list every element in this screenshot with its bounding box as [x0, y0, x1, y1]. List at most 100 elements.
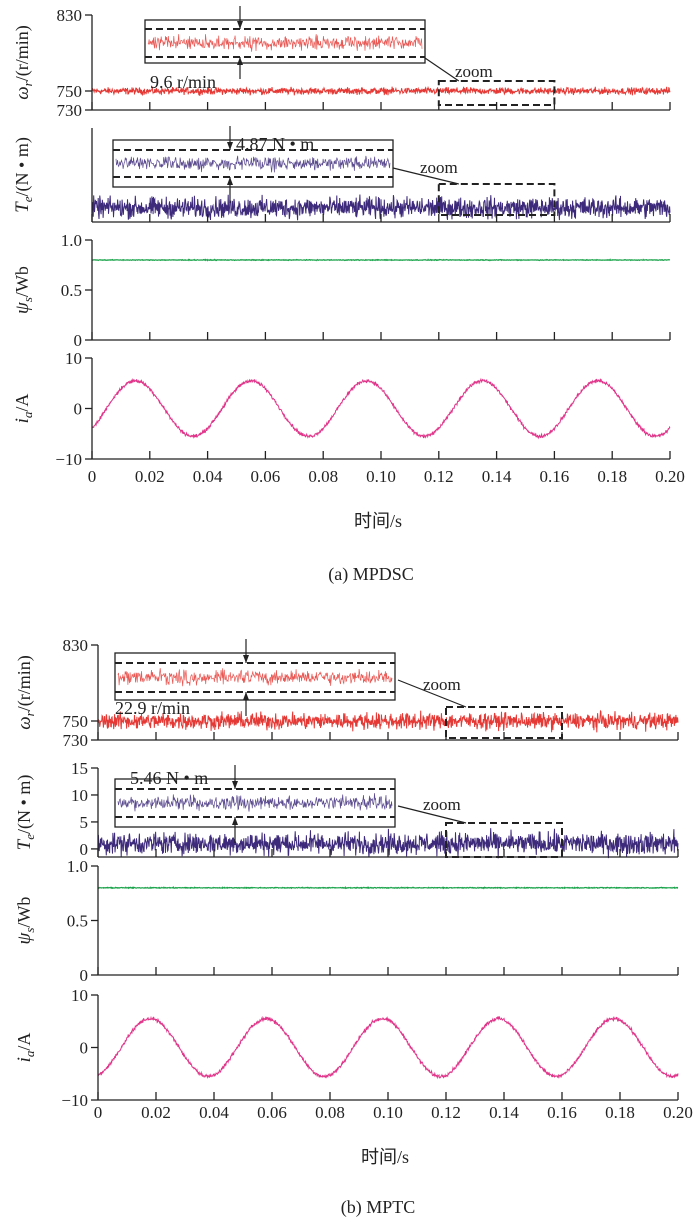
y-tick-label: 730 — [57, 101, 83, 120]
zoom-inset-speed: 9.6 r/min zoom — [144, 6, 556, 106]
y-label-symbol: ω — [12, 86, 33, 99]
y-label-unit: /A — [12, 394, 32, 412]
y-axis-label: ia/A — [12, 394, 35, 424]
x-tick-label: 0.14 — [489, 1103, 519, 1122]
y-label-symbol: i — [14, 1057, 35, 1062]
y-tick-label: 0 — [74, 331, 83, 350]
x-tick-label: 0.04 — [199, 1103, 229, 1122]
y-axis-label: ia/A — [14, 1033, 37, 1063]
panel-current: −10 0 10 ia/A — [12, 349, 671, 469]
zoom-connector — [397, 679, 467, 708]
panel-torque: Te/(N • m) 4.87 N • m zoom — [12, 126, 671, 223]
inset-series-line — [117, 668, 393, 687]
y-label-subscript: r — [20, 80, 35, 86]
arrow-up-icon — [237, 57, 243, 65]
x-tick-label: 0.18 — [597, 467, 627, 486]
arrow-down-icon — [227, 142, 233, 150]
zoom-inset-torque: 5.46 N • m zoom — [114, 765, 563, 858]
x-tick-label: 0.18 — [605, 1103, 635, 1122]
x-tick-label: 0.16 — [547, 1103, 577, 1122]
inset-series-line — [117, 793, 393, 812]
y-tick-label: 0 — [74, 400, 83, 419]
x-tick-label: 0.10 — [366, 467, 396, 486]
y-tick-label: 830 — [63, 636, 89, 655]
zoom-inset-speed: 22.9 r/min zoom — [114, 639, 563, 739]
subfigure-caption: (a) MPDSC — [328, 564, 414, 585]
y-tick-label: 0 — [80, 840, 89, 859]
y-label-subscript: s — [22, 928, 37, 933]
arrow-up-icon — [232, 817, 238, 825]
y-label-symbol: T — [12, 201, 33, 213]
y-tick-label: 0.5 — [61, 281, 82, 300]
series-line-speed — [91, 85, 671, 97]
ripple-label: 4.87 N • m — [236, 134, 314, 154]
panel-flux: 0 0.5 1.0 ψs/Wb — [14, 857, 679, 985]
inset-series-line — [115, 155, 391, 173]
zoom-region — [445, 822, 563, 858]
x-tick-label: 0.14 — [482, 467, 512, 486]
y-label-symbol: ψ — [14, 931, 35, 944]
arrow-down-icon — [243, 655, 249, 663]
y-label-unit: /A — [14, 1033, 34, 1051]
x-tick-label: 0.04 — [193, 467, 223, 486]
x-tick-label: 0 — [94, 1103, 103, 1122]
y-label-unit: /(N • m) — [12, 137, 33, 196]
x-tick-label: 0.06 — [257, 1103, 287, 1122]
x-tick-label: 0.06 — [251, 467, 281, 486]
ripple-label: 9.6 r/min — [150, 72, 216, 92]
panel-current: −10 0 10 ia/A — [14, 986, 679, 1110]
x-tick-label: 0.08 — [308, 467, 338, 486]
x-tick-label: 0.02 — [135, 467, 165, 486]
y-tick-label: 0 — [80, 966, 89, 985]
zoom-region — [437, 80, 556, 106]
inset-series-line — [147, 34, 423, 52]
y-tick-label: 830 — [57, 6, 83, 25]
series-line-current — [97, 1015, 679, 1080]
zoom-region — [445, 706, 563, 739]
zoom-connector — [397, 805, 467, 824]
y-tick-label: −10 — [61, 1091, 88, 1110]
series-line-speed — [97, 709, 679, 733]
y-label-symbol: ψ — [12, 301, 33, 314]
y-axis-label: ωr/(r/min) — [14, 655, 37, 729]
x-tick-label: 0.20 — [663, 1103, 693, 1122]
x-tick-label: 0.12 — [424, 467, 454, 486]
series-line-flux — [97, 885, 679, 890]
panel-flux: 0 0.5 1.0 ψs/Wb — [12, 231, 671, 350]
y-tick-label: −10 — [55, 450, 82, 469]
y-axis-label: Te/(N • m) — [14, 775, 37, 851]
y-tick-label: 1.0 — [67, 857, 88, 876]
series-line-torque — [91, 194, 671, 221]
zoom-connector — [392, 167, 459, 185]
y-label-symbol: ω — [14, 716, 35, 729]
zoom-label: zoom — [455, 62, 493, 81]
y-tick-label: 750 — [63, 712, 89, 731]
arrow-down-icon — [232, 781, 238, 789]
x-tick-label: 0.02 — [141, 1103, 171, 1122]
x-tick-label: 0.16 — [540, 467, 570, 486]
y-label-unit: /Wb — [14, 897, 34, 928]
y-tick-label: 10 — [65, 349, 82, 368]
y-tick-label: 730 — [63, 731, 89, 750]
y-axis-label: Te/(N • m) — [12, 137, 35, 213]
x-axis-label: 时间/s — [354, 511, 402, 531]
x-tick-label: 0.20 — [655, 467, 685, 486]
y-tick-label: 15 — [71, 759, 88, 778]
y-tick-label: 10 — [71, 986, 88, 1005]
y-label-subscript: r — [22, 710, 37, 716]
y-tick-label: 1.0 — [61, 231, 82, 250]
y-label-unit: /(N • m) — [14, 775, 35, 834]
y-label-unit: /(r/min) — [12, 25, 33, 81]
arrow-down-icon — [237, 21, 243, 29]
y-axis-label: ψs/Wb — [12, 266, 35, 314]
y-tick-label: 0 — [80, 1039, 89, 1058]
y-label-subscript: s — [20, 297, 35, 302]
y-label-subscript: e — [20, 196, 35, 202]
y-label-symbol: i — [12, 418, 33, 423]
x-tick-label: 0.12 — [431, 1103, 461, 1122]
y-tick-label: 5 — [80, 813, 89, 832]
